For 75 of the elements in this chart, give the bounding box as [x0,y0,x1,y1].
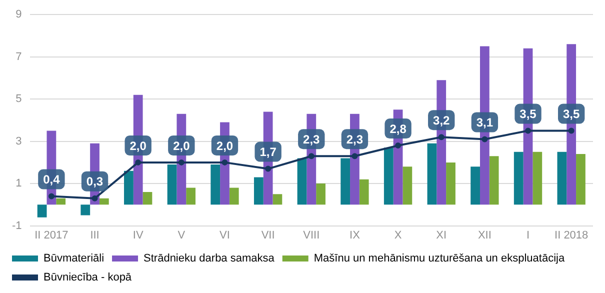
y-tick-label: 9 [16,8,22,21]
data-label: 2,3 [346,132,364,146]
bar [99,198,109,205]
legend-label: Strādnieku darba samaksa [144,252,276,265]
bar [297,158,307,205]
point [352,153,358,160]
bar [557,152,567,205]
data-label: 3,1 [476,116,494,130]
legend-label: Mašīnu un mehānismu uzturēšana un ekspluatācija [314,252,566,265]
y-tick-label: 7 [16,50,22,63]
bar [359,179,369,205]
x-tick-label: VIII [303,229,320,242]
x-tick-label: XII [478,229,492,242]
bar [514,152,524,205]
bar [402,166,412,205]
point [265,166,272,172]
bar [272,194,282,205]
x-tick-label: VI [220,229,230,242]
bar [489,156,499,205]
x-tick-label: II 2017 [34,229,68,242]
y-tick-label: 3 [16,135,22,148]
bar [446,162,456,205]
bar [427,143,437,205]
x-tick-label: V [178,229,186,242]
data-label: 0,4 [43,172,60,187]
data-label: 2,8 [390,122,407,136]
x-tick-label: X [394,229,402,242]
bar [470,166,480,205]
point [438,134,444,140]
bar [167,164,177,205]
x-tick-label: I [526,229,530,242]
data-label: 2,0 [173,138,190,153]
x-tick-label: III [90,229,100,242]
x-tick-label: VII [261,229,275,242]
y-tick-label: -1 [12,220,22,232]
point [178,159,184,166]
data-label: 0,3 [86,174,104,189]
data-label: 3,5 [520,107,537,122]
bar [254,177,264,205]
data-label: 2,0 [216,138,234,153]
bar [37,204,47,218]
data-label: 3,2 [433,113,450,128]
data-label: 3,5 [562,107,580,122]
bar [384,148,394,205]
bar [316,184,326,205]
legend-label: Būvniecība - kopā [44,272,132,284]
bar [229,188,239,205]
point [395,142,402,149]
x-tick-label: IX [350,229,361,242]
y-tick-label: 1 [16,178,22,190]
point [92,195,98,202]
bar [576,154,586,205]
data-label: 2,3 [303,132,320,146]
bar [56,198,66,205]
data-label: 2,0 [130,138,147,153]
point [525,128,532,134]
bar [124,170,134,205]
point [135,159,142,166]
point [308,153,314,160]
y-tick-label: 5 [16,93,22,106]
bar [142,192,152,205]
data-label: 1,7 [260,145,277,160]
x-tick-label: IV [132,229,144,242]
bar [80,204,90,216]
point [48,193,54,200]
bar [340,158,350,205]
point [482,136,488,142]
point [222,159,228,166]
bar [186,188,196,205]
x-tick-label: XI [436,229,447,242]
x-tick-label: II 2018 [554,229,588,242]
bar [532,152,542,205]
point [568,128,574,134]
legend-label: Būvmateriāli [44,252,104,265]
bar [210,164,220,205]
